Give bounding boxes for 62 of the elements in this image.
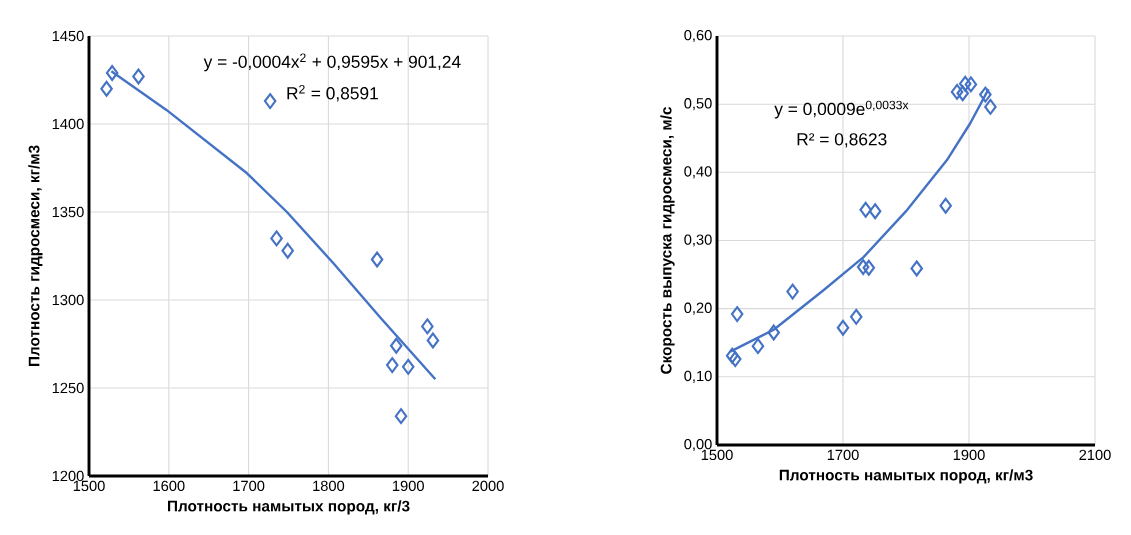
y-tick-label: 0,00 bbox=[684, 438, 712, 452]
y-tick-label: 1200 bbox=[52, 470, 84, 482]
x-tick-label: 1900 bbox=[953, 449, 985, 461]
y-axis-title: Плотность гидросмеси, кг/м3 bbox=[28, 145, 43, 367]
x-tick-label: 2000 bbox=[472, 480, 504, 492]
x-tick-label: 1700 bbox=[827, 449, 859, 461]
x-axis-title: Плотность намытых пород, кг/м3 bbox=[779, 469, 1033, 484]
x-axis-title: Плотность намытых пород, кг/3 bbox=[168, 500, 410, 515]
point bbox=[729, 351, 742, 368]
y-tick-label: 1400 bbox=[52, 118, 84, 130]
point bbox=[132, 68, 145, 85]
point bbox=[856, 259, 870, 276]
point bbox=[426, 332, 440, 349]
y-tick-label: 0,60 bbox=[684, 29, 712, 43]
y-tick-label: 1450 bbox=[52, 30, 84, 42]
x-tick-label: 2100 bbox=[1079, 449, 1111, 461]
annotation: y = 0,0009e$^{0,0033x}$ bbox=[774, 100, 909, 119]
point bbox=[394, 408, 408, 425]
point bbox=[281, 242, 294, 259]
point bbox=[849, 308, 863, 325]
point bbox=[950, 83, 964, 100]
y-axis-title: Скорость выпуска гидросмеси, м/с bbox=[660, 106, 675, 374]
point bbox=[836, 319, 850, 336]
point bbox=[389, 337, 403, 354]
point bbox=[385, 357, 399, 374]
point bbox=[421, 318, 434, 335]
point bbox=[263, 93, 277, 110]
point bbox=[868, 203, 882, 220]
point bbox=[370, 251, 384, 268]
point bbox=[984, 98, 997, 115]
y-tick-label: 0,30 bbox=[684, 234, 712, 247]
x-tick-label: 1900 bbox=[393, 480, 424, 492]
x-tick-label: 1800 bbox=[313, 480, 345, 492]
y-tick-label: 1250 bbox=[52, 382, 84, 394]
point bbox=[751, 338, 765, 355]
point bbox=[100, 80, 113, 97]
point bbox=[939, 197, 952, 214]
x-tick-label: 1500 bbox=[73, 480, 105, 492]
point bbox=[730, 306, 744, 323]
y-tick-label: 0,20 bbox=[684, 302, 712, 315]
annotation: y = -0,0004x$^{2}$ + 0,9595x + 901,24 bbox=[203, 53, 461, 72]
point bbox=[105, 64, 119, 81]
x-tick-label: 1700 bbox=[233, 480, 265, 492]
y-tick-label: 1350 bbox=[52, 206, 84, 218]
point bbox=[958, 75, 972, 92]
point bbox=[910, 260, 923, 277]
x-tick-label: 1600 bbox=[153, 480, 185, 492]
point bbox=[401, 358, 415, 375]
y-tick-label: 0,40 bbox=[684, 166, 712, 179]
y-tick-label: 0,10 bbox=[684, 370, 712, 383]
point bbox=[270, 230, 283, 247]
annotation: R$^{2}$ = 0,8591 bbox=[287, 84, 378, 102]
y-tick-label: 0,50 bbox=[684, 98, 712, 111]
point bbox=[767, 324, 780, 341]
point bbox=[956, 85, 969, 102]
point bbox=[862, 259, 876, 276]
y-tick-label: 1300 bbox=[52, 294, 84, 306]
point bbox=[786, 283, 799, 300]
annotation: R² = 0,8623 bbox=[797, 133, 887, 148]
point bbox=[964, 76, 978, 93]
point bbox=[859, 201, 872, 218]
x-tick-label: 1500 bbox=[701, 449, 733, 461]
